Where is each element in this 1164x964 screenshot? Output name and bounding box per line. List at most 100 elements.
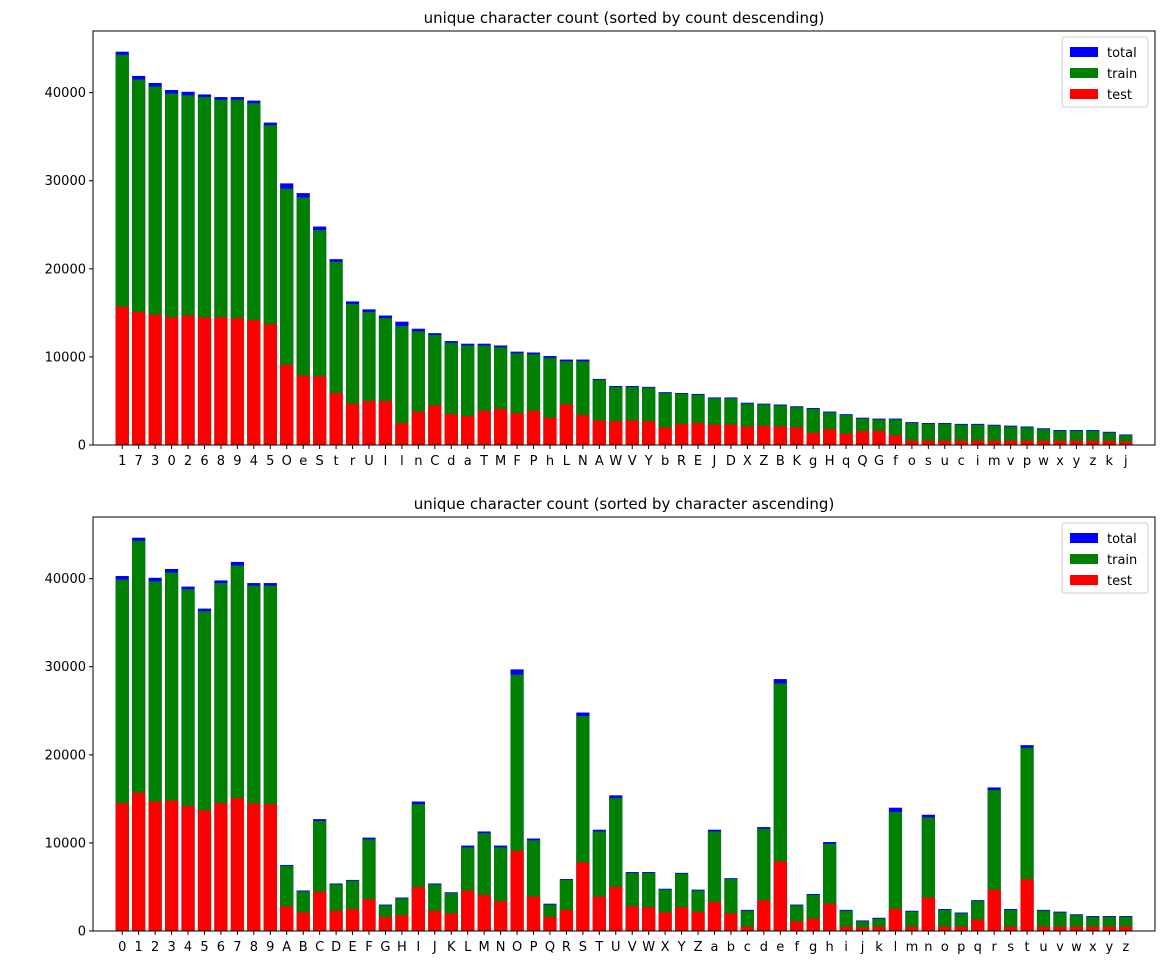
- bar-train-m: [905, 911, 919, 931]
- x-tick-label: b: [661, 454, 669, 469]
- bar-test-V: [625, 906, 639, 931]
- x-tick-label: y: [1073, 454, 1081, 469]
- bar-test-N: [576, 415, 590, 445]
- bar-test-w: [1069, 926, 1083, 931]
- bar-test-K: [790, 427, 804, 445]
- y-tick-label: 10000: [45, 836, 86, 851]
- axes-frame: [92, 516, 1156, 932]
- x-tick-label: x: [1056, 454, 1064, 469]
- x-tick-label: p: [1023, 454, 1031, 469]
- x-tick-label: T: [594, 940, 603, 955]
- bar-test-M: [494, 408, 508, 445]
- bar-test-x: [1053, 440, 1067, 445]
- bar-test-F: [510, 413, 524, 445]
- bar-test-5: [197, 810, 212, 931]
- bar-test-x: [1086, 926, 1100, 931]
- x-tick-label: B: [299, 940, 308, 955]
- bar-test-2: [181, 315, 195, 445]
- bar-test-9: [230, 318, 244, 445]
- bar-test-Z: [691, 911, 705, 931]
- legend-label-train: train: [1107, 553, 1137, 568]
- bar-test-6: [197, 317, 212, 445]
- bar-test-G: [378, 916, 393, 931]
- bar-test-A: [592, 420, 606, 445]
- chart-count-descending: unique character count (sorted by count …: [45, 9, 1156, 469]
- x-tick-label: W: [642, 940, 655, 955]
- x-tick-label: C: [430, 454, 439, 469]
- legend-label-train: train: [1107, 67, 1137, 82]
- bar-test-3: [165, 800, 179, 931]
- x-tick-label: Y: [644, 454, 653, 469]
- x-tick-label: 1: [135, 940, 143, 955]
- x-tick-label: N: [496, 940, 506, 955]
- bar-test-d: [444, 414, 458, 445]
- bar-train-l: [888, 812, 903, 931]
- x-tick-label: P: [530, 454, 538, 469]
- bar-test-u: [1036, 926, 1051, 931]
- bar-test-N: [494, 901, 508, 931]
- x-tick-label: f: [893, 454, 898, 469]
- bar-test-I: [378, 400, 393, 445]
- y-tick-label: 20000: [45, 748, 86, 763]
- bar-test-L: [461, 890, 475, 931]
- y-tick-label: 10000: [45, 350, 86, 365]
- bar-test-0: [115, 803, 129, 931]
- bar-test-A: [280, 906, 294, 931]
- bar-test-5: [263, 324, 277, 445]
- bar-test-W: [642, 907, 656, 931]
- bar-test-f: [790, 921, 804, 931]
- bar-test-X: [740, 426, 754, 445]
- x-tick-label: o: [941, 940, 949, 955]
- x-tick-label: 5: [266, 454, 274, 469]
- x-tick-label: K: [792, 454, 801, 469]
- legend-swatch-train: [1070, 554, 1098, 564]
- x-tick-label: i: [976, 454, 980, 469]
- x-tick-label: G: [380, 940, 390, 955]
- x-tick-label: e: [776, 940, 784, 955]
- bar-test-1: [132, 792, 146, 931]
- x-tick-label: S: [579, 940, 587, 955]
- x-tick-label: U: [364, 454, 374, 469]
- x-tick-label: g: [809, 454, 817, 469]
- bar-train-c: [740, 910, 754, 931]
- bar-test-4: [247, 319, 261, 445]
- x-tick-label: C: [315, 940, 324, 955]
- y-tick-label: 0: [78, 439, 86, 454]
- x-tick-label: q: [974, 940, 982, 955]
- chart-character-ascending: unique character count (sorted by charac…: [45, 495, 1156, 955]
- x-tick-label: 4: [250, 454, 258, 469]
- bar-test-Y: [675, 907, 689, 931]
- bar-test-3: [148, 314, 162, 445]
- x-tick-label: Q: [545, 940, 555, 955]
- bar-test-Y: [642, 421, 656, 445]
- x-tick-label: l: [894, 940, 898, 955]
- x-tick-label: s: [925, 454, 932, 469]
- bar-test-M: [477, 894, 491, 931]
- bar-test-a: [707, 901, 722, 931]
- x-tick-label: O: [282, 454, 292, 469]
- bar-test-T: [592, 896, 606, 931]
- x-tick-label: c: [958, 454, 965, 469]
- bar-test-z: [1119, 926, 1133, 931]
- bar-test-z: [1086, 440, 1100, 445]
- bar-test-0: [165, 317, 179, 445]
- y-tick-label: 40000: [45, 86, 86, 101]
- bar-test-S: [576, 862, 590, 931]
- bar-test-f: [888, 435, 903, 445]
- bar-test-R: [559, 909, 573, 931]
- bar-train-u: [938, 423, 952, 445]
- x-tick-label: i: [844, 940, 848, 955]
- x-tick-label: t: [1025, 940, 1030, 955]
- bar-train-s: [1004, 909, 1018, 931]
- x-tick-label: j: [860, 940, 865, 955]
- x-tick-label: 8: [250, 940, 258, 955]
- bar-test-q: [839, 433, 853, 445]
- bar-test-j: [855, 927, 870, 931]
- bar-test-r: [987, 889, 1001, 931]
- bar-test-k: [872, 926, 886, 931]
- x-tick-label: K: [447, 940, 456, 955]
- x-tick-label: m: [988, 454, 1001, 469]
- bar-test-P: [526, 410, 541, 445]
- x-tick-label: n: [924, 940, 932, 955]
